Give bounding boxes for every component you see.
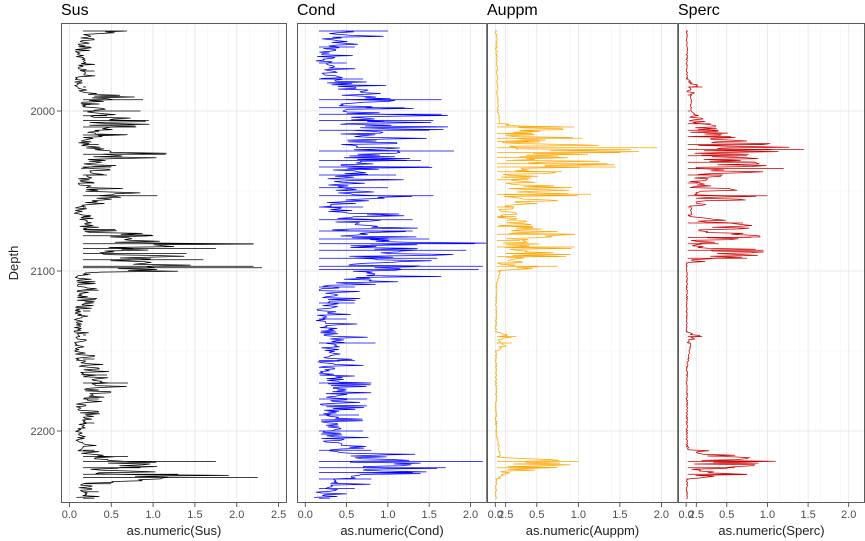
series-line — [685, 30, 790, 498]
x-tick-label: 0.5 — [104, 509, 119, 521]
panel-title: Auppm — [487, 2, 538, 19]
x-tick-label: 1.0 — [145, 509, 160, 521]
y-axis-title: Depth — [6, 246, 21, 281]
x-tick-label: 2.0 — [654, 509, 669, 521]
x-tick-label: 2.5 — [498, 509, 513, 521]
panel-cond: 0.0 0.5 1.0 1.5 2.0 as.numeric(Cond) Cond — [296, 2, 491, 538]
panel-border — [61, 23, 287, 503]
series-line — [494, 30, 639, 498]
panel-background — [678, 23, 865, 503]
x-tick-label: 1.0 — [571, 509, 586, 521]
series-line — [73, 30, 254, 498]
x-tick-label: 2.0 — [841, 509, 856, 521]
x-axis-title: as.numeric(Sperc) — [718, 523, 824, 538]
x-tick-label: 0.0 — [678, 509, 693, 521]
x-tick-label: 0.5 — [339, 509, 354, 521]
panel-title: Cond — [297, 2, 335, 19]
x-tick-label: 2.5 — [271, 509, 286, 521]
panel-border — [297, 23, 487, 503]
x-tick-label: 0.0 — [488, 509, 503, 521]
x-tick-label: 0.5 — [529, 509, 544, 521]
x-axis-title: as.numeric(Cond) — [340, 523, 443, 538]
x-tick-label: 2.0 — [463, 509, 478, 521]
y-tick-label: 2000 — [31, 106, 55, 118]
x-axis-title: as.numeric(Sus) — [127, 523, 222, 538]
x-tick-label: 0.0 — [298, 509, 313, 521]
x-tick-label: 1.0 — [760, 509, 775, 521]
x-tick-label: 1.5 — [800, 509, 815, 521]
x-tick-label: 0.0 — [62, 509, 77, 521]
panel-border — [487, 23, 678, 503]
x-tick-label: 2.5 — [689, 509, 704, 521]
y-tick-label: 2100 — [31, 266, 55, 278]
panel-title: Sperc — [678, 2, 720, 19]
x-tick-label: 1.0 — [380, 509, 395, 521]
panel-sus: 0.0 0.5 1.0 1.5 2.0 2.5 as.numeric(Sus) Sus 2000… — [31, 2, 287, 538]
x-tick-label: 2.0 — [229, 509, 244, 521]
panel-auppm: 0.02.5 0.5 1.0 1.5 2.0 as.numeric(Auppm) Auppm — [486, 2, 678, 538]
series-line — [314, 30, 491, 498]
x-tick-label: 1.5 — [422, 509, 437, 521]
x-axis-title: as.numeric(Auppm) — [526, 523, 639, 538]
y-tick-label: 2200 — [31, 426, 55, 438]
panel-background — [487, 23, 678, 503]
panel-title: Sus — [61, 2, 89, 19]
x-tick-label: 1.5 — [612, 509, 627, 521]
x-tick-label: 0.5 — [719, 509, 734, 521]
panel-sperc: 0.02.5 0.5 1.0 1.5 2.0 as.numeric(Sperc) Sperc — [677, 2, 865, 538]
x-tick-label: 1.5 — [187, 509, 202, 521]
